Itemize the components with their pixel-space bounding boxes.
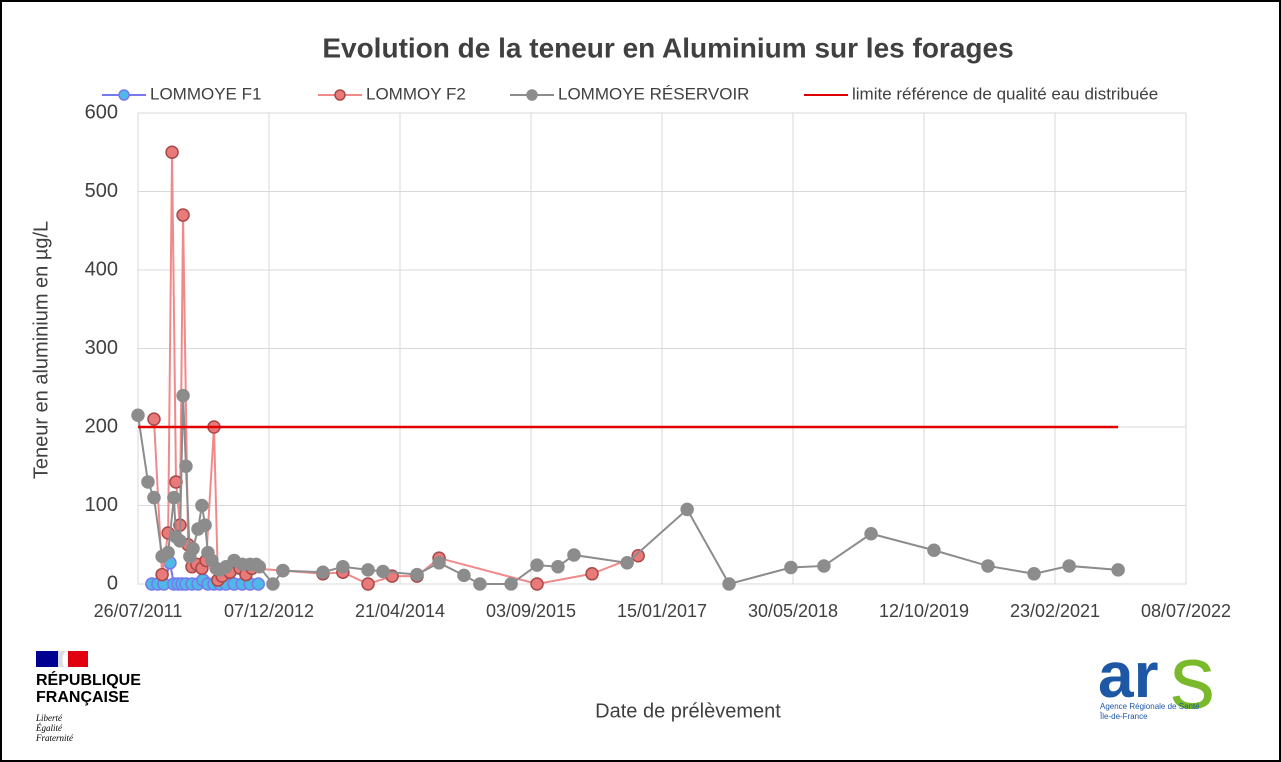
series-marker <box>173 534 187 548</box>
series-marker <box>504 577 518 591</box>
series-marker <box>784 560 798 575</box>
series-marker <box>141 475 155 489</box>
x-axis-label: Date de prélèvement <box>595 700 781 722</box>
series-marker <box>131 408 145 422</box>
series-marker <box>361 563 375 577</box>
republique-logo: RÉPUBLIQUE FRANÇAISE Liberté Égalité Fra… <box>35 651 141 743</box>
ars-letters: ar <box>1098 639 1159 711</box>
series-marker <box>1111 563 1125 577</box>
series-marker <box>176 388 190 403</box>
ars-logo: ar s Agence Régionale de Santé Île-de-Fr… <box>1098 628 1215 728</box>
ars-region: Île-de-France <box>1099 712 1148 721</box>
series-marker <box>722 577 736 591</box>
y-tick-label: 200 <box>85 415 118 437</box>
x-tick-label: 12/10/2019 <box>879 601 969 621</box>
ars-name: Agence Régionale de Santé <box>1100 702 1200 711</box>
y-tick-label: 100 <box>85 494 118 516</box>
x-tick-label: 03/09/2015 <box>486 601 576 621</box>
y-axis-label: Teneur en aluminium en µg/L <box>30 221 52 479</box>
series-marker <box>567 548 581 562</box>
legend-label: LOMMOYE F1 <box>150 84 261 103</box>
series-marker <box>680 502 694 517</box>
y-tick-label: 500 <box>85 180 118 202</box>
series-marker <box>186 541 200 556</box>
series-marker <box>179 459 193 473</box>
series-marker <box>147 412 161 426</box>
series-marker <box>1062 559 1076 573</box>
series-marker <box>981 559 995 573</box>
series-marker <box>864 527 878 541</box>
series-marker <box>147 490 161 505</box>
y-tick-label: 400 <box>85 258 118 280</box>
series-marker <box>161 545 175 560</box>
y-tick-label: 600 <box>85 101 118 123</box>
legend-label: limite référence de qualité eau distribu… <box>852 84 1158 103</box>
series-marker <box>817 559 831 573</box>
ars-letters: s <box>1170 628 1215 728</box>
republique-line: RÉPUBLIQUE <box>36 670 141 689</box>
x-tick-label: 15/01/2017 <box>617 601 707 621</box>
series-marker <box>530 577 544 591</box>
series-marker <box>316 565 330 579</box>
flag-blue <box>36 651 58 667</box>
legend-label: LOMMOYE RÉSERVOIR <box>558 84 749 103</box>
x-tick-label: 23/02/2021 <box>1010 601 1100 621</box>
republique-line: FRANÇAISE <box>36 689 130 706</box>
series-marker <box>155 567 169 582</box>
series-marker <box>252 559 267 574</box>
series-marker <box>620 556 634 570</box>
legend-marker <box>118 89 130 101</box>
series-marker <box>176 208 190 222</box>
series-marker <box>432 556 446 570</box>
series-marker <box>631 548 645 563</box>
y-tick-label: 0 <box>107 572 118 594</box>
series-marker <box>457 568 471 583</box>
series-marker <box>336 559 350 574</box>
x-tick-label: 21/04/2014 <box>355 601 445 621</box>
series-marker <box>376 564 390 579</box>
series-marker <box>276 563 290 578</box>
series-line <box>137 395 1119 586</box>
flag-white <box>58 651 66 667</box>
series-marker <box>195 498 209 513</box>
series-marker <box>410 567 424 582</box>
series-marker <box>361 577 375 591</box>
series-marker <box>1027 567 1041 581</box>
series-marker <box>266 577 280 591</box>
y-tick-label: 300 <box>85 337 118 359</box>
chart-title: Evolution de la teneur en Aluminium sur … <box>322 32 1013 63</box>
x-tick-label: 08/07/2022 <box>1141 601 1231 621</box>
series-marker <box>927 543 941 557</box>
series-marker <box>198 518 212 532</box>
series-marker <box>551 559 565 574</box>
legend-marker <box>334 89 346 101</box>
series-marker <box>251 577 266 591</box>
x-tick-label: 30/05/2018 <box>748 601 838 621</box>
legend-marker <box>526 89 538 101</box>
series-marker <box>165 145 179 159</box>
series-marker <box>530 558 544 572</box>
series-marker <box>585 567 599 581</box>
flag-red <box>68 651 88 667</box>
series-marker <box>473 577 487 591</box>
devise: Fraternité <box>35 733 74 743</box>
devise: Liberté <box>35 713 63 723</box>
series-marker <box>167 490 181 505</box>
devise: Égalité <box>35 723 63 733</box>
x-tick-label: 26/07/2011 <box>94 601 183 621</box>
x-tick-label: 07/12/2012 <box>224 601 314 621</box>
legend-label: LOMMOY F2 <box>366 84 466 103</box>
